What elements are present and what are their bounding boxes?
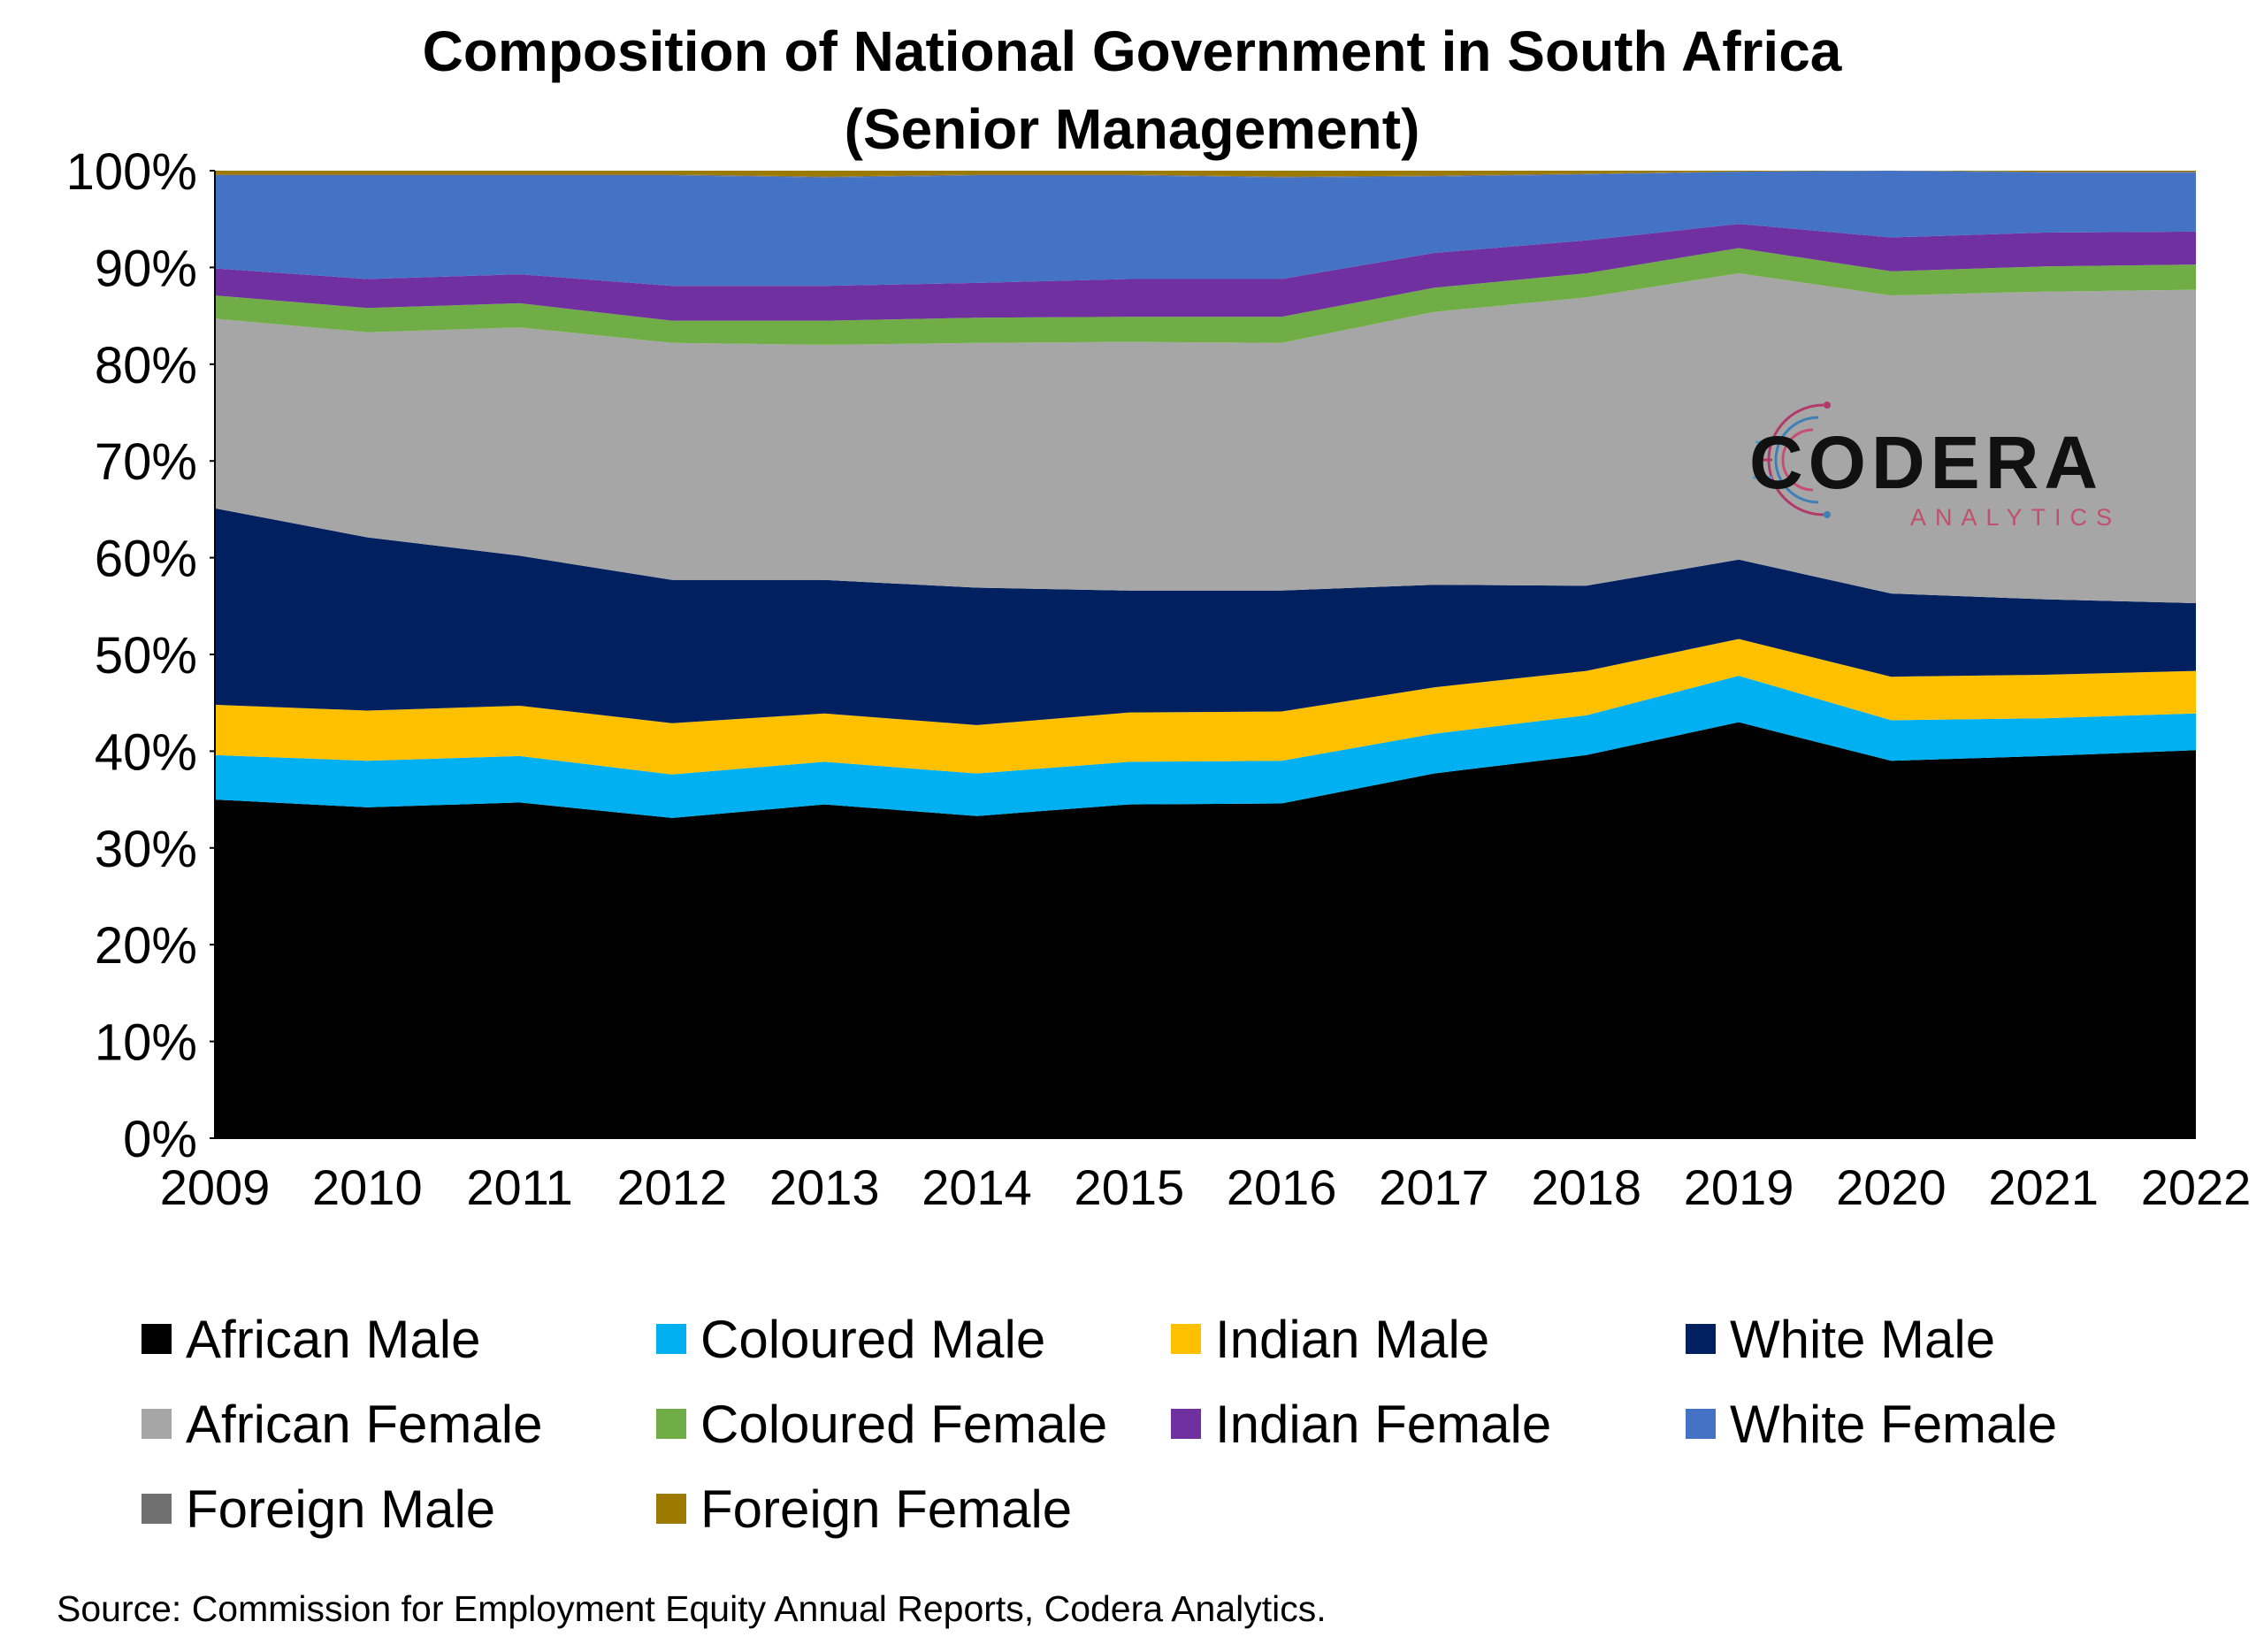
x-axis-tick-label: 2016 (1227, 1159, 1337, 1215)
legend-label: African Male (186, 1309, 481, 1369)
area-series-white-male (215, 508, 2196, 725)
area-series-indian-female (215, 224, 2196, 321)
legend-swatch (656, 1494, 686, 1524)
y-axis-tick-label: 0% (123, 1111, 197, 1168)
x-axis-tick-label: 2022 (2141, 1159, 2252, 1215)
codera-logo: CODERA ANALYTICS (1749, 402, 2121, 531)
area-series-white-female (215, 171, 2196, 287)
area-series-indian-male (215, 639, 2196, 775)
x-axis-tick-label: 2009 (160, 1159, 271, 1215)
area-series-foreign-male (215, 171, 2196, 178)
legend-item-african-female: African Female (142, 1394, 656, 1454)
legend-label: African Female (186, 1394, 543, 1454)
legend-swatch (142, 1324, 172, 1354)
x-axis-tick-label: 2013 (769, 1159, 880, 1215)
area-series-coloured-female (215, 248, 2196, 345)
y-axis-tick-label: 40% (95, 723, 197, 781)
legend-item-foreign-female: Foreign Female (656, 1479, 1171, 1539)
legend-label: Indian Female (1215, 1394, 1552, 1454)
y-axis-tick-label: 90% (95, 240, 197, 297)
x-axis-tick-label: 2015 (1075, 1159, 1185, 1215)
legend-item-coloured-male: Coloured Male (656, 1309, 1171, 1369)
x-axis-tick-label: 2019 (1684, 1159, 1794, 1215)
y-axis-tick-label: 80% (95, 337, 197, 394)
chart-title: Composition of National Government in So… (0, 12, 2264, 168)
chart-title-line-1: Composition of National Government in So… (422, 19, 1842, 83)
legend-swatch (1171, 1324, 1201, 1354)
chart-title-line-2: (Senior Management) (844, 97, 1420, 161)
legend-label: Coloured Male (700, 1309, 1046, 1369)
y-axis-tick-label: 60% (95, 531, 197, 588)
legend-item-african-male: African Male (142, 1309, 656, 1369)
legend-label: White Female (1730, 1394, 2058, 1454)
legend-label: White Male (1730, 1309, 1996, 1369)
area-series-african-female (215, 273, 2196, 603)
legend-swatch (656, 1324, 686, 1354)
codera-logo-mark-icon (1753, 402, 1831, 518)
y-axis-tick-label: 20% (95, 917, 197, 975)
area-series-layer (215, 171, 2196, 1138)
y-axis-tick-label: 70% (95, 433, 197, 491)
legend-item-coloured-female: Coloured Female (656, 1394, 1171, 1454)
legend-item-white-male: White Male (1686, 1309, 2200, 1369)
legend-swatch (1686, 1409, 1716, 1439)
x-axis-tick-label: 2018 (1531, 1159, 1641, 1215)
area-series-african-male (215, 722, 2196, 1138)
source-note: Source: Commission for Employment Equity… (57, 1588, 1327, 1629)
area-series-coloured-male (215, 676, 2196, 818)
y-axis-tick-label: 100% (66, 143, 197, 201)
legend-label: Foreign Female (700, 1479, 1073, 1539)
x-axis-tick-label: 2020 (1836, 1159, 1947, 1215)
chart-legend: African Male Coloured Male Indian Male Whit… (142, 1309, 2211, 1539)
logo-wordmark: CODERA (1749, 421, 2103, 504)
x-axis-tick-label: 2021 (1988, 1159, 2099, 1215)
x-axis-tick-label: 2014 (922, 1159, 1032, 1215)
legend-swatch (142, 1494, 172, 1524)
axes-layer: 0% 10% 20% 30% 40% 50% 60% 70% 80% 90% 100% 2009 201… (66, 143, 2252, 1215)
legend-item-indian-female: Indian Female (1171, 1394, 1686, 1454)
logo-tagline: ANALYTICS (1910, 504, 2121, 531)
legend-swatch (656, 1409, 686, 1439)
y-axis-tick-label: 30% (95, 821, 197, 878)
area-series-foreign-female (215, 171, 2196, 177)
legend-item-foreign-male: Foreign Male (142, 1479, 656, 1539)
legend-swatch (1686, 1324, 1716, 1354)
y-axis-tick-label: 50% (95, 627, 197, 685)
legend-label: Indian Male (1215, 1309, 1490, 1369)
x-axis-tick-label: 2017 (1379, 1159, 1489, 1215)
x-axis-tick-label: 2012 (617, 1159, 728, 1215)
legend-swatch (142, 1409, 172, 1439)
legend-label: Foreign Male (186, 1479, 496, 1539)
legend-item-indian-male: Indian Male (1171, 1309, 1686, 1369)
legend-item-white-female: White Female (1686, 1394, 2200, 1454)
legend-label: Coloured Female (700, 1394, 1108, 1454)
x-axis-tick-label: 2011 (466, 1159, 572, 1215)
y-axis-tick-label: 10% (95, 1014, 197, 1072)
legend-swatch (1171, 1409, 1201, 1439)
x-axis-tick-label: 2010 (312, 1159, 423, 1215)
